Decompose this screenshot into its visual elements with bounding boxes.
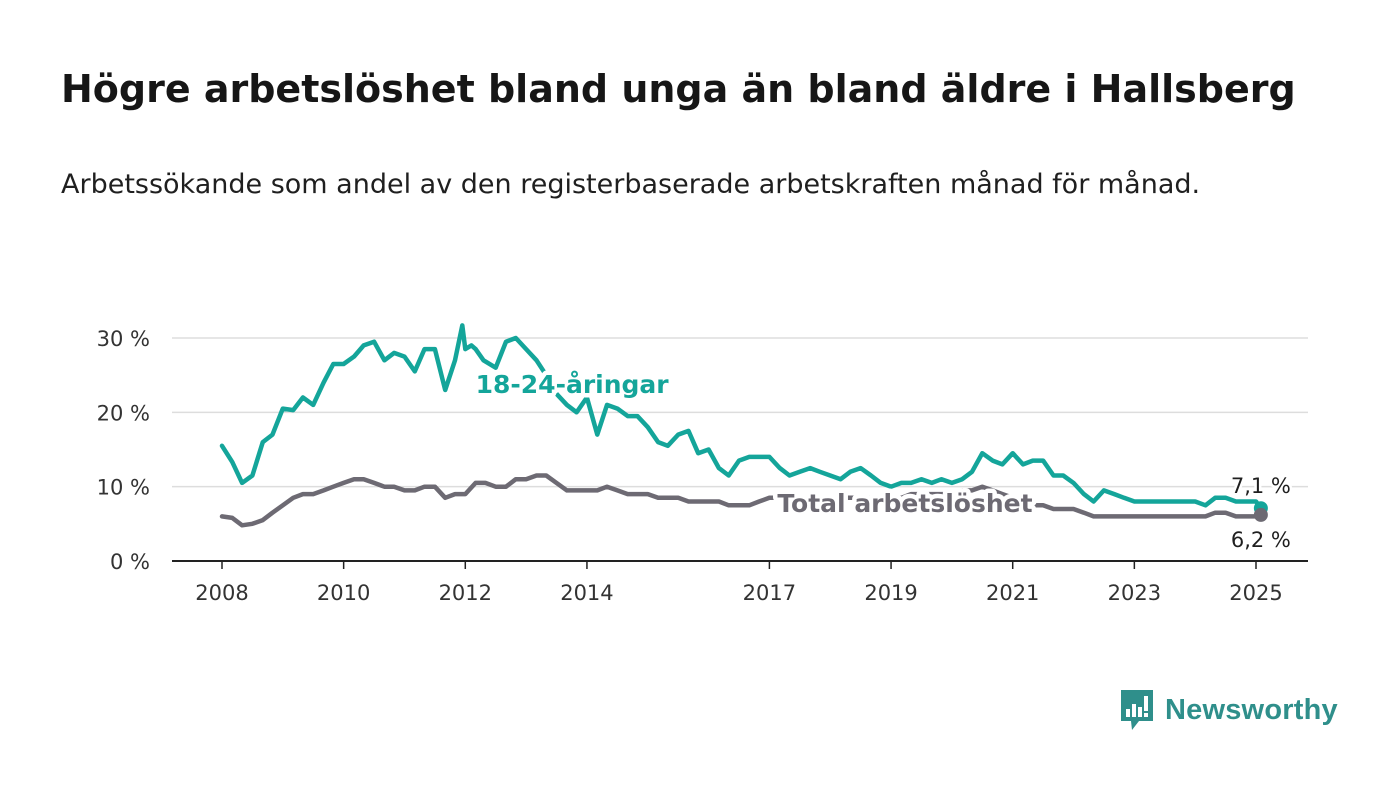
gridlines [172, 337, 1308, 488]
x-tick-label: 2017 [743, 581, 796, 605]
x-tick-label: 2023 [1108, 581, 1161, 605]
series-line-total [219, 473, 1264, 528]
y-tick-label: 30 % [97, 327, 150, 351]
x-tick-label: 2012 [439, 581, 492, 605]
chart-subtitle: Arbetssökande som andel av den registerb… [61, 169, 1201, 200]
end-label-total: 6,2 % [1231, 528, 1291, 552]
end-label-youth: 7,1 % [1231, 474, 1291, 498]
series-lines [219, 323, 1268, 528]
series-label-youth: 18-24-åringar [476, 370, 670, 399]
series-line-youth [219, 323, 1264, 511]
newsworthy-logo-text: Newsworthy [1165, 693, 1338, 726]
newsworthy-logo: Newsworthy [1119, 688, 1338, 732]
y-tick-label: 10 % [97, 476, 150, 500]
y-tick-label: 0 % [110, 550, 150, 574]
series-label-total: Total arbetslöshet [777, 489, 1032, 518]
chart-title: Högre arbetslöshet bland unga än bland ä… [61, 67, 1296, 111]
axes: 0 % 10 % 20 % 30 % 2008 2010 2012 2014 2017 2019 2… [97, 327, 1308, 605]
series-label-total-halo: Total arbetslöshet [777, 489, 1032, 518]
x-tick-label: 2019 [864, 581, 917, 605]
x-tick-label: 2025 [1229, 581, 1282, 605]
series-label-youth-halo: 18-24-åringar [476, 370, 670, 399]
x-tick-label: 2010 [317, 581, 370, 605]
x-tick-label: 2008 [195, 581, 248, 605]
y-tick-label: 20 % [97, 401, 150, 425]
x-tick-label: 2021 [986, 581, 1039, 605]
end-marker-total [1253, 507, 1268, 522]
newsworthy-logo-icon [1121, 690, 1153, 730]
x-tick-label: 2014 [560, 581, 613, 605]
